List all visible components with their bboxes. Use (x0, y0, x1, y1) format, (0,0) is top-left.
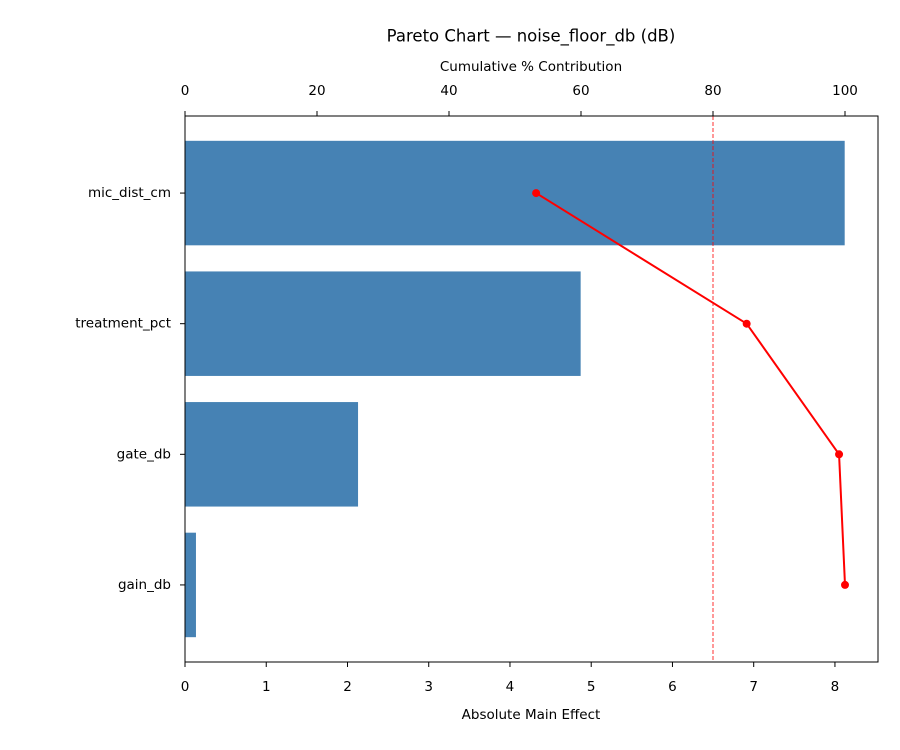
cumulative-point (835, 450, 844, 459)
y-tick-label: gain_db (118, 577, 171, 593)
chart-title: Pareto Chart — noise_floor_db (dB) (387, 27, 676, 47)
bar (185, 140, 845, 246)
cumulative-point (841, 580, 849, 589)
x-tick-label: 6 (668, 679, 677, 695)
x2-axis-label: Cumulative % Contribution (440, 59, 622, 75)
x-tick-label: 5 (587, 679, 596, 695)
x2-tick-label: 100 (832, 83, 858, 99)
bar (185, 271, 581, 376)
x-axis-label: Absolute Main Effect (462, 707, 601, 723)
x-tick-label: 2 (343, 679, 352, 695)
x2-tick-label: 0 (181, 83, 190, 99)
x2-tick-label: 60 (572, 83, 589, 99)
x-tick-label: 1 (262, 679, 271, 695)
cumulative-point (532, 189, 541, 198)
x2-tick-label: 80 (704, 83, 721, 99)
x2-tick-label: 20 (308, 83, 325, 99)
cumulative-line (535, 192, 846, 585)
x2-tick-label: 40 (440, 83, 457, 99)
x-tick-label: 4 (506, 679, 515, 695)
bar (185, 532, 196, 638)
y-tick-label: mic_dist_cm (88, 185, 171, 201)
x-tick-label: 8 (831, 679, 840, 695)
plot-frame (184, 115, 879, 663)
x-tick-label: 7 (749, 679, 758, 695)
x-tick-label: 0 (181, 679, 190, 695)
bar (185, 402, 359, 507)
y-tick-label: gate_db (117, 446, 171, 462)
x-tick-label: 3 (424, 679, 433, 695)
y-tick-label: treatment_pct (75, 316, 171, 332)
cumulative-point (742, 319, 751, 328)
